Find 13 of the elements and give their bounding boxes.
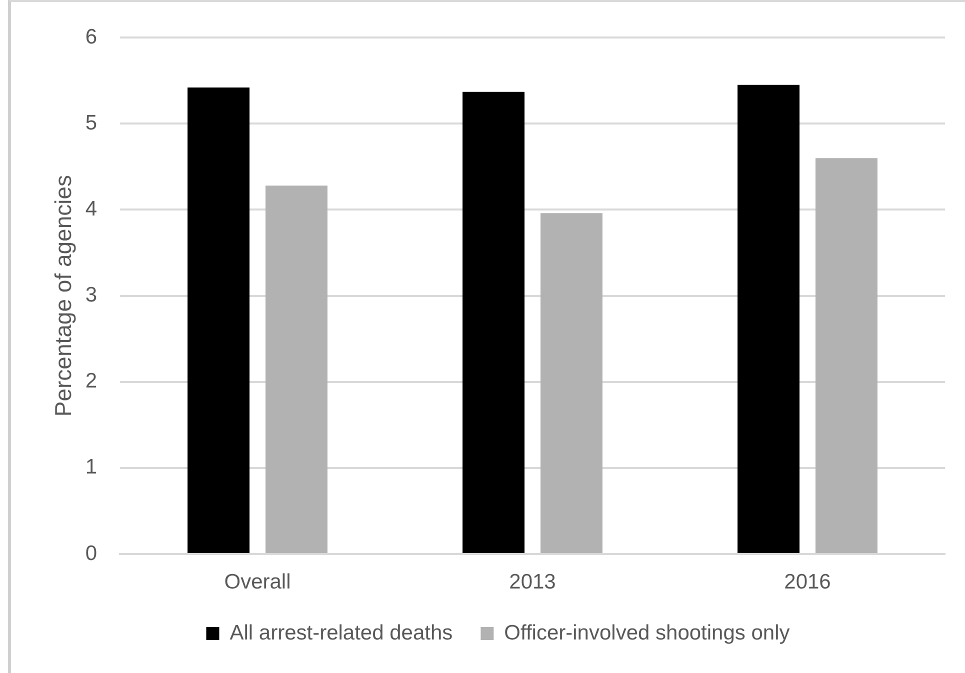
y-tick-label: 3 bbox=[85, 284, 97, 307]
y-tick-label: 4 bbox=[85, 198, 98, 221]
legend-label: All arrest-related deaths bbox=[230, 621, 453, 644]
y-tick-label: 6 bbox=[85, 25, 97, 48]
y-tick-label: 5 bbox=[85, 111, 97, 134]
x-tick-label: Overall bbox=[224, 570, 291, 594]
y-tick-label: 0 bbox=[85, 542, 97, 565]
x-tick-label: 2013 bbox=[509, 570, 556, 594]
y-tick-label: 1 bbox=[85, 456, 97, 479]
y-axis-title: Percentage of agencies bbox=[50, 174, 76, 417]
legend-label: Officer-involved shootings only bbox=[504, 621, 790, 644]
x-tick-label: 2016 bbox=[784, 570, 831, 594]
y-tick-label: 2 bbox=[85, 370, 97, 393]
